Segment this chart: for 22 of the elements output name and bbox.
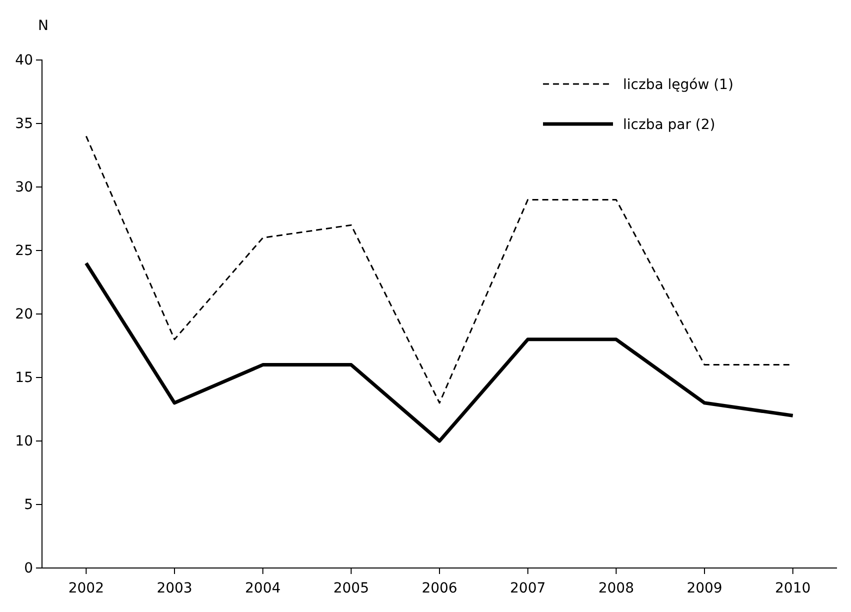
x-tick-label: 2009 xyxy=(686,580,722,596)
y-axis-title: N xyxy=(38,18,48,34)
x-tick-label: 2005 xyxy=(333,580,369,596)
y-tick-label: 35 xyxy=(15,116,33,132)
x-tick-label: 2010 xyxy=(775,580,811,596)
x-tick-label: 2004 xyxy=(245,580,281,596)
x-tick-label: 2008 xyxy=(598,580,634,596)
line-series xyxy=(84,261,795,443)
y-tick-label: 15 xyxy=(15,370,33,386)
legend-label: liczba lęgów (1) xyxy=(623,77,734,93)
y-tick-label: 20 xyxy=(15,306,33,322)
y-tick-label: 5 xyxy=(24,496,33,513)
legend-label: liczba par (2) xyxy=(623,117,716,133)
y-tick-label: 0 xyxy=(24,560,33,576)
x-tick-label: 2007 xyxy=(510,580,546,596)
y-tick-label: 10 xyxy=(15,433,33,450)
x-tick-label: 2002 xyxy=(68,580,104,596)
y-tick-label: 40 xyxy=(15,52,33,68)
x-tick-label: 2006 xyxy=(422,580,458,596)
y-tick-label: 30 xyxy=(15,179,33,196)
y-tick-label: 25 xyxy=(15,242,33,259)
x-tick-label: 2003 xyxy=(156,580,192,596)
